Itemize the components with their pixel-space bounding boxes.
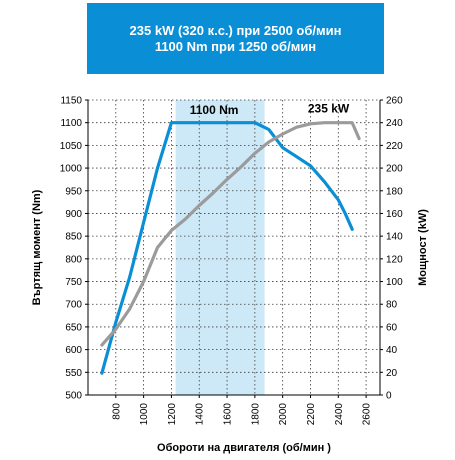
y-left-tick-label: 1050: [60, 141, 83, 152]
y-right-tick-label: 160: [386, 209, 403, 220]
y-left-tick-label: 600: [65, 345, 82, 356]
x-tick-label: 2200: [306, 403, 317, 426]
power-annotation: 235 kW: [308, 101, 350, 115]
x-tick-label: 2000: [278, 403, 289, 426]
x-tick-label: 1400: [195, 403, 206, 426]
y-right-tick-label: 220: [386, 141, 403, 152]
y-left-tick-label: 500: [65, 391, 82, 402]
banner-line-1: 235 kW (320 к.с.) при 2500 об/мин: [129, 22, 342, 38]
y-left-tick-label: 950: [65, 186, 82, 197]
x-tick-label: 800: [111, 403, 122, 420]
torque-series-line: [100, 121, 354, 375]
y-left-tick-label: 650: [65, 322, 82, 333]
y-left-tick-label: 1000: [60, 164, 83, 175]
y-right-tick-label: 180: [386, 186, 403, 197]
x-tick-label: 2600: [362, 403, 373, 426]
y-right-tick-label: 140: [386, 232, 403, 243]
x-axis-label: Обороти на двигателя (об/мин ): [157, 442, 331, 454]
y-axis-left-label: Въртящ момент (Nm): [31, 189, 43, 305]
y-right-tick-label: 80: [386, 300, 398, 311]
band-annotation: 1100 Nm: [190, 103, 239, 117]
y-left-tick-label: 800: [65, 254, 82, 265]
y-left-tick-label: 850: [65, 232, 82, 243]
y-left-tick-label: 700: [65, 300, 82, 311]
y-axis-right-label: Мощност (kW): [417, 209, 429, 286]
y-left-tick-label: 550: [65, 368, 82, 379]
x-tick-label: 2400: [334, 403, 345, 426]
y-left-tick-label: 1100: [60, 118, 82, 129]
y-right-tick-label: 260: [386, 96, 403, 107]
y-right-tick-label: 0: [386, 391, 392, 402]
y-right-tick-label: 200: [386, 164, 403, 175]
title-banner: 235 kW (320 к.с.) при 2500 об/мин 1100 N…: [87, 3, 384, 74]
power-series-line: [100, 121, 361, 347]
y-right-tick-label: 20: [386, 368, 398, 379]
y-right-tick-label: 60: [386, 322, 398, 333]
y-left-tick-label: 1150: [60, 96, 82, 107]
x-tick-label: 1600: [223, 403, 234, 426]
y-left-tick-label: 900: [65, 209, 82, 220]
x-tick-label: 1000: [139, 403, 150, 426]
y-right-tick-label: 240: [386, 118, 403, 129]
y-right-tick-label: 120: [386, 254, 403, 265]
x-tick-label: 1800: [250, 403, 261, 426]
y-right-tick-label: 100: [386, 277, 403, 288]
banner-line-2: 1100 Nm при 1250 об/мин: [154, 38, 317, 54]
highlight-band: [175, 100, 265, 395]
y-left-tick-label: 750: [65, 277, 82, 288]
y-right-tick-label: 40: [386, 345, 398, 356]
x-tick-label: 1200: [167, 403, 178, 426]
